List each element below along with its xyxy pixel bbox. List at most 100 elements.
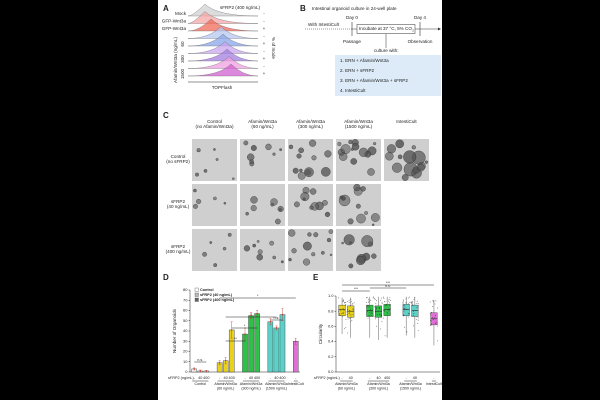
- significance: *: [257, 294, 259, 298]
- group-label: IntestiCult: [426, 382, 442, 386]
- jitter-point: [375, 311, 376, 313]
- jitter-point: [386, 304, 388, 305]
- dose-label: 1500: [180, 68, 185, 79]
- jitter-point: [381, 297, 382, 299]
- jitter-point: [382, 309, 384, 311]
- jitter-point: [417, 319, 419, 321]
- jitter-point: [379, 307, 381, 309]
- organoid: [367, 168, 375, 176]
- y-tick-label: 0: [185, 369, 188, 374]
- y-tick-label: 1.0: [328, 293, 334, 298]
- y-tick-label: 30: [183, 338, 188, 343]
- organoid: [294, 201, 300, 208]
- organoid: [340, 144, 351, 155]
- jitter-point: [405, 298, 407, 300]
- jitter-point: [342, 300, 344, 302]
- jitter-point: [416, 316, 418, 318]
- organoid: [373, 142, 377, 146]
- jitter-point: [434, 303, 436, 305]
- jitter-point: [380, 314, 382, 316]
- organoid: [222, 246, 227, 251]
- group-label: Afamin/Wnt3a: [399, 382, 422, 386]
- organoid: [309, 139, 317, 147]
- organoid: [351, 143, 360, 151]
- box: [402, 304, 410, 316]
- organoid: [302, 197, 306, 201]
- x-tick-label: 40: [349, 376, 353, 380]
- data-point: [218, 362, 221, 364]
- organoid: [288, 229, 296, 237]
- legend-label: sFRP2 (40 ng/mL): [200, 293, 233, 297]
- jitter-point: [370, 308, 372, 310]
- x-tick-label: 40: [198, 376, 202, 380]
- bar: [254, 313, 260, 373]
- jitter-point: [388, 299, 390, 300]
- jitter-point: [341, 312, 343, 314]
- legend-swatch: [194, 292, 199, 297]
- organoid: [339, 152, 348, 161]
- jitter-point: [407, 316, 409, 318]
- jitter-point: [416, 303, 418, 305]
- significance: *: [244, 324, 246, 328]
- jitter-point: [403, 315, 405, 317]
- histogram-ridge: [187, 33, 259, 47]
- bar: [248, 315, 254, 373]
- column-header: Afamin/Wnt3a: [296, 119, 325, 124]
- significance: **: [234, 337, 237, 341]
- condition: 1. ERN + Afamin/Wnt3a: [340, 58, 389, 63]
- jitter-point: [403, 307, 405, 309]
- jitter-point: [342, 299, 344, 301]
- jitter-point: [384, 335, 386, 337]
- jitter-point: [416, 307, 418, 308]
- jitter-point: [348, 299, 350, 301]
- jitter-point: [372, 297, 374, 299]
- sign: -: [263, 11, 265, 16]
- group-label: (300 ng/mL): [241, 386, 260, 390]
- row-label: sFRP2 (ng/mL): [314, 376, 340, 380]
- x-tick-label: -: [219, 376, 221, 380]
- jitter-point: [344, 304, 346, 306]
- jitter-point: [429, 313, 431, 315]
- organoid: [372, 223, 375, 226]
- significance: ***: [386, 281, 391, 285]
- organoid: [272, 255, 276, 260]
- conditions-box: [335, 55, 441, 96]
- organoid: [386, 144, 396, 154]
- row-label: sFRP2 (ng/mL): [168, 376, 194, 380]
- organoid: [424, 160, 429, 164]
- y-axis-label: Number of Organoids: [172, 308, 177, 353]
- jitter-point: [402, 299, 404, 301]
- histogram-ridge: [187, 63, 259, 77]
- jitter-point: [381, 320, 383, 322]
- x-tick-label: 400: [203, 376, 209, 380]
- jitter-point: [436, 321, 438, 323]
- y-tick-label: 60: [183, 308, 188, 313]
- organoid: [256, 240, 260, 243]
- jitter-point: [375, 303, 377, 305]
- organoid: [243, 245, 250, 252]
- jitter-point: [369, 315, 371, 317]
- organoid: [299, 168, 303, 173]
- jitter-point: [389, 304, 391, 306]
- jitter-point: [403, 305, 405, 307]
- box: [347, 305, 355, 318]
- organoid: [311, 155, 317, 161]
- data-point: [250, 314, 252, 317]
- jitter-point: [342, 315, 344, 317]
- jitter-point: [350, 320, 352, 322]
- observation-label: Observation: [408, 39, 433, 44]
- jitter-point: [380, 328, 382, 330]
- organoid: [370, 213, 380, 222]
- y-tick-label: 80: [183, 287, 188, 292]
- row-header: sFRP2: [171, 199, 185, 204]
- jitter-point: [380, 316, 382, 318]
- jitter-point: [369, 312, 371, 314]
- histogram-ridge: [187, 56, 259, 69]
- group-label: Control: [194, 382, 206, 386]
- jitter-point: [341, 313, 343, 315]
- jitter-point: [382, 317, 384, 319]
- organoid: [297, 171, 306, 180]
- jitter-point: [339, 313, 340, 315]
